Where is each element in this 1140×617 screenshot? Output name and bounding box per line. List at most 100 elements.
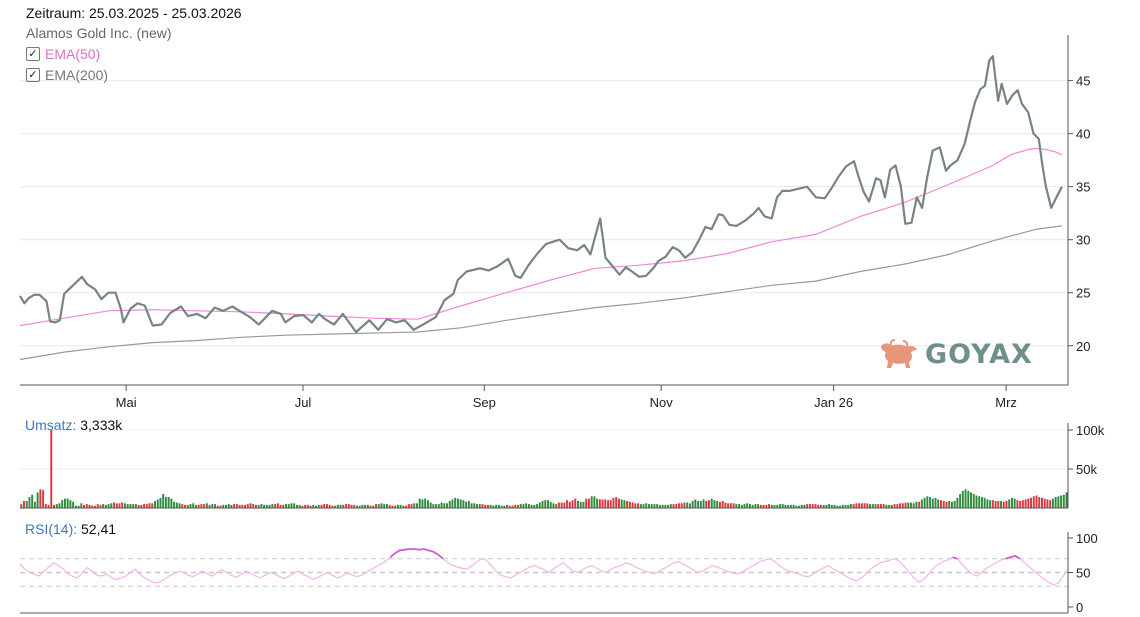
volume-bar xyxy=(547,500,549,508)
volume-bar xyxy=(642,504,645,508)
volume-bar xyxy=(590,496,593,508)
volume-bar xyxy=(964,489,967,508)
volume-bar xyxy=(241,504,244,508)
volume-bar xyxy=(942,500,945,508)
legend-ema200[interactable]: ✓ EMA(200) xyxy=(26,64,242,85)
price-y-tick-label: 35 xyxy=(1076,180,1090,195)
volume-bar xyxy=(99,504,102,508)
volume-bar xyxy=(530,504,533,508)
volume-bar xyxy=(787,504,790,508)
volume-bar xyxy=(549,501,552,508)
volume-bar xyxy=(418,498,421,508)
volume-bar xyxy=(361,504,364,508)
ema200-checkbox[interactable]: ✓ xyxy=(26,67,40,82)
volume-bar xyxy=(219,505,222,508)
volume-bar xyxy=(255,504,257,508)
volume-bar xyxy=(293,503,296,508)
volume-bar xyxy=(446,503,448,508)
volume-bar xyxy=(115,503,118,508)
volume-bar xyxy=(686,502,689,508)
volume-bar xyxy=(844,504,847,508)
volume-bar xyxy=(80,503,83,508)
volume-bar xyxy=(888,504,891,508)
volume-bar xyxy=(224,504,227,508)
volume-bar xyxy=(795,505,798,508)
volume-bar xyxy=(560,502,563,508)
rsi-y-tick-label: 50 xyxy=(1076,566,1090,581)
volume-bar xyxy=(1043,498,1046,508)
volume-bar xyxy=(448,500,451,508)
volume-bar xyxy=(716,500,719,508)
volume-bar xyxy=(770,504,773,508)
price-y-tick-label: 20 xyxy=(1076,339,1090,354)
volume-bar xyxy=(937,499,940,508)
volume-bar xyxy=(983,497,986,508)
volume-bar xyxy=(675,504,678,508)
volume-bar xyxy=(975,495,978,508)
price-y-tick-label: 40 xyxy=(1076,127,1090,142)
volume-bar xyxy=(648,504,650,508)
volume-bar xyxy=(167,497,170,508)
volume-bar xyxy=(1010,497,1013,508)
volume-bar xyxy=(754,504,757,508)
volume-bar xyxy=(268,504,271,508)
volume-bar xyxy=(1030,497,1033,508)
volume-bar xyxy=(577,500,579,508)
volume-bar xyxy=(320,504,323,508)
volume-bar xyxy=(124,503,126,508)
rsi-line xyxy=(19,548,1069,586)
ema50-checkbox[interactable]: ✓ xyxy=(26,46,40,61)
volume-bar xyxy=(830,504,833,508)
volume-bar xyxy=(25,500,28,508)
volume-bar xyxy=(893,504,896,508)
volume-bar xyxy=(55,504,58,508)
volume-bar xyxy=(375,504,378,508)
volume-bar xyxy=(762,504,765,508)
volume-bar xyxy=(877,504,880,508)
volume-bar xyxy=(140,504,143,508)
volume-bar xyxy=(391,505,394,508)
volume-bar xyxy=(61,500,64,508)
volume-bar xyxy=(96,504,99,508)
price-x-ticks: Mai Jul Sep Nov Jan 26 Mrz xyxy=(116,385,1017,410)
volume-bar xyxy=(931,498,934,508)
volume-bar xyxy=(189,504,192,508)
volume-bar xyxy=(598,499,601,508)
volume-bar xyxy=(779,504,781,508)
volume-bar xyxy=(511,505,514,508)
volume-bar xyxy=(132,504,135,508)
volume-bar xyxy=(181,504,184,508)
volume-bar xyxy=(83,504,85,508)
volume-bar xyxy=(915,501,918,508)
volume-bar xyxy=(961,490,964,508)
volume-bar xyxy=(1032,496,1035,508)
volume-bar xyxy=(1046,499,1049,508)
volume-bar xyxy=(972,493,975,508)
ema50-legend-label: EMA(50) xyxy=(45,45,101,62)
volume-bar xyxy=(295,504,298,508)
volume-bar xyxy=(162,493,165,508)
volume-bar xyxy=(1041,497,1043,508)
rsi-overbought-segment xyxy=(1005,554,1021,560)
volume-bar xyxy=(847,504,850,508)
volume-bar xyxy=(953,500,956,508)
volume-bar xyxy=(678,503,680,508)
volume-bar xyxy=(669,504,672,508)
volume-gridlines xyxy=(20,429,1068,470)
volume-bar xyxy=(557,502,560,508)
volume-panel: 50k 100k xyxy=(20,423,1105,509)
volume-bar xyxy=(607,500,609,508)
volume-bar xyxy=(855,503,858,508)
volume-bar xyxy=(1062,494,1065,508)
volume-bar xyxy=(211,504,214,508)
volume-bar xyxy=(634,503,637,508)
legend-ema50[interactable]: ✓ EMA(50) xyxy=(26,43,242,64)
volume-bar xyxy=(587,498,590,508)
volume-bar xyxy=(36,492,39,508)
volume-bar xyxy=(110,503,113,508)
volume-bar xyxy=(811,504,814,508)
volume-bar xyxy=(170,498,173,508)
volume-bar xyxy=(129,504,132,508)
volume-bars xyxy=(20,430,1068,508)
volume-bar xyxy=(107,504,110,508)
